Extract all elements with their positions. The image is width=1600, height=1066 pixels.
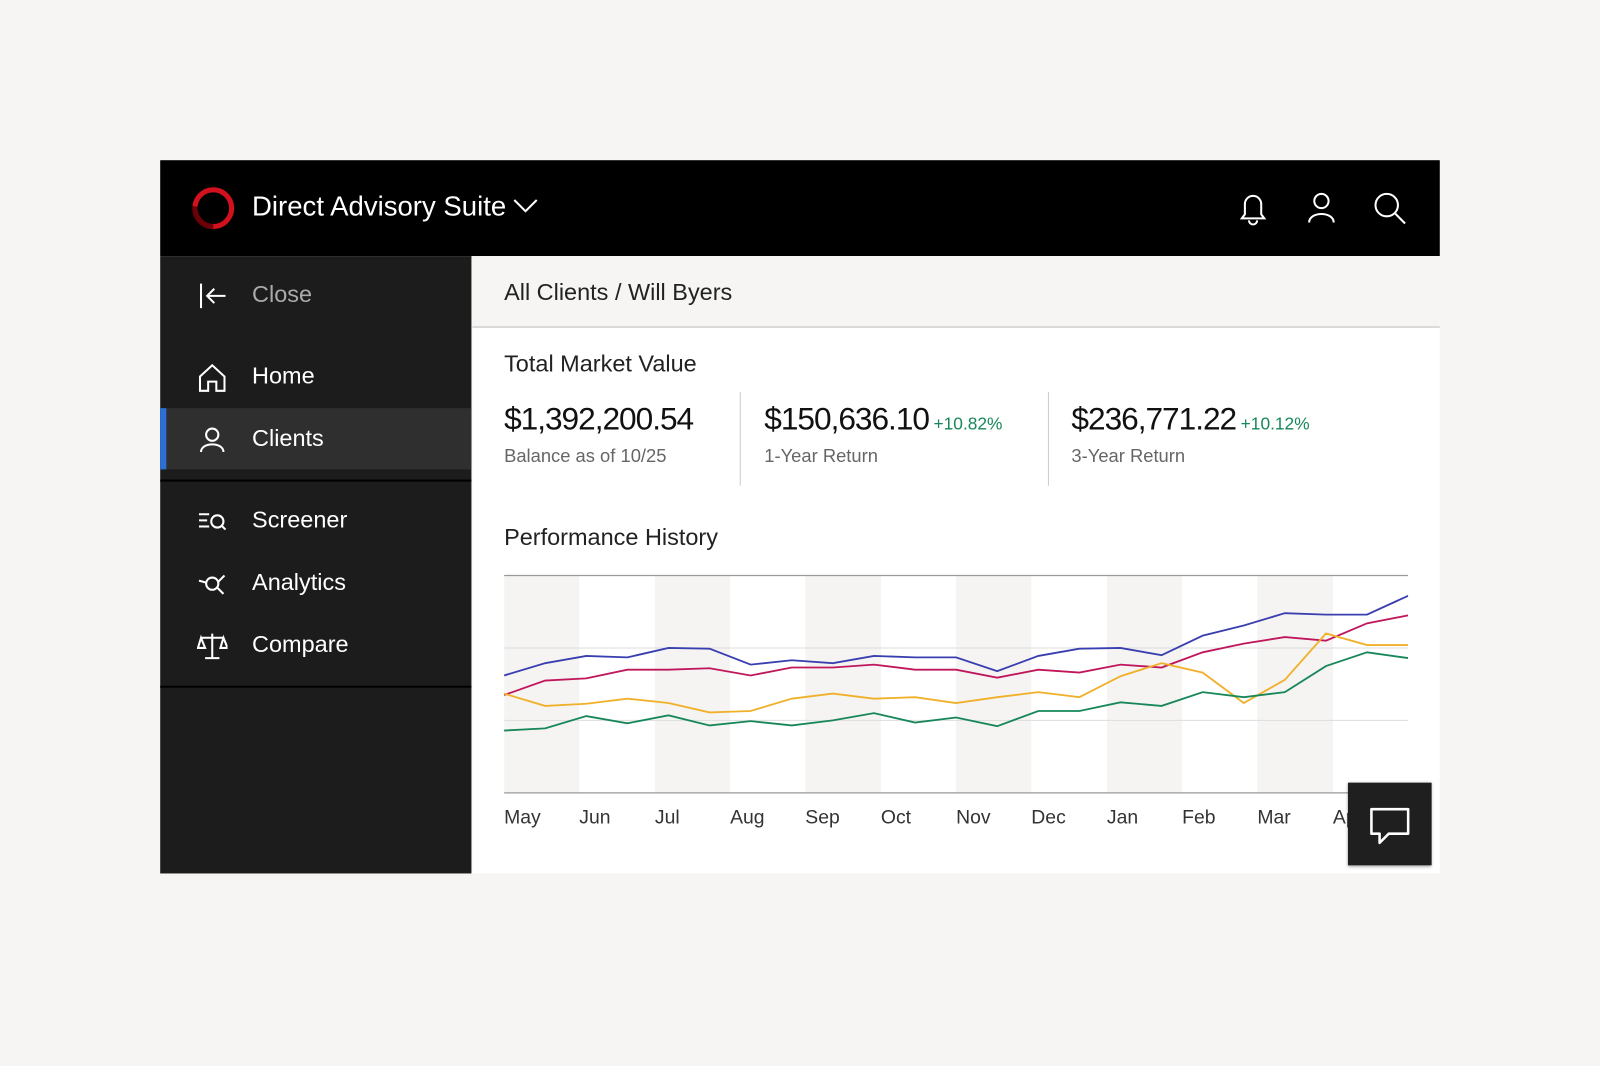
column-band: [805, 575, 881, 793]
clients-icon: [199, 427, 225, 453]
x-tick-label: Sep: [805, 806, 839, 828]
close-button[interactable]: Close: [160, 264, 471, 325]
content: All Clients / Will Byers Total Market Va…: [472, 256, 1440, 874]
separator: [160, 685, 472, 688]
x-tick-label: Nov: [956, 806, 991, 828]
x-tick-label: Aug: [730, 806, 764, 828]
metric-label: 3-Year Return: [1071, 445, 1186, 467]
chart: MayJunJulAugSepOctNovDecJanFebMarApr: [504, 574, 1409, 828]
column-band: [956, 575, 1032, 793]
breadcrumb[interactable]: All Clients / Will Byers: [504, 278, 733, 306]
x-tick-label: Jul: [655, 806, 680, 828]
divider: [1047, 391, 1049, 486]
user-icon[interactable]: [1303, 189, 1344, 230]
top-bar: Direct Advisory Suite: [160, 160, 1440, 257]
series-line: [504, 594, 1409, 677]
nav-compare[interactable]: Compare: [160, 614, 471, 675]
metric: $236,771.22 +10.12% 3-Year Return: [1071, 401, 1309, 467]
column-band: [504, 575, 580, 793]
nav-label: Compare: [252, 630, 349, 658]
metric-label: 1-Year Return: [764, 445, 878, 467]
chat-icon: [1370, 807, 1410, 845]
metric-value: $1,392,200.54: [504, 401, 694, 437]
dropdown-icon[interactable]: [511, 195, 542, 217]
nav-screener[interactable]: Screener: [160, 490, 471, 551]
x-tick-label: Mar: [1257, 806, 1291, 828]
section-title: Total Market Value: [504, 349, 697, 377]
home-icon: [198, 363, 226, 392]
analytics-icon: [198, 574, 226, 595]
screener-icon: [198, 513, 227, 531]
metric-value: $236,771.22: [1071, 401, 1237, 437]
series-line: [504, 651, 1409, 732]
metric-label: Balance as of 10/25: [504, 445, 667, 467]
nav-analytics[interactable]: Analytics: [160, 552, 471, 613]
column-band: [1257, 575, 1333, 793]
bell-icon[interactable]: [1234, 189, 1275, 230]
active-indicator: [160, 408, 167, 470]
series-line: [504, 614, 1409, 696]
app-title: Direct Advisory Suite: [252, 190, 507, 222]
chat-button[interactable]: [1347, 782, 1432, 866]
sidebar: Close Home Clients Screener Analytics Co…: [160, 256, 472, 874]
nav-label: Clients: [252, 424, 324, 452]
compare-icon: [196, 633, 228, 660]
chart-title: Performance History: [504, 523, 718, 550]
x-tick-label: Jun: [579, 806, 610, 828]
metric-change: +10.12%: [1240, 414, 1310, 434]
metric-change: +10.82%: [933, 414, 1003, 434]
breadcrumb-bar: All Clients / Will Byers: [472, 256, 1440, 328]
close-label: Close: [252, 280, 313, 308]
search-icon[interactable]: [1370, 189, 1411, 230]
metric: $150,636.10 +10.82% 1-Year Return: [764, 401, 1002, 467]
nav-label: Screener: [252, 506, 348, 533]
metric: $1,392,200.54 Balance as of 10/25: [504, 401, 694, 467]
nav-label: Home: [252, 362, 315, 389]
nav-clients[interactable]: Clients: [160, 408, 472, 470]
divider: [739, 391, 741, 486]
x-tick-label: Oct: [881, 806, 912, 828]
logo: [192, 187, 235, 230]
metric-value: $150,636.10: [764, 401, 930, 437]
x-tick-label: Dec: [1031, 806, 1066, 828]
column-band: [1106, 575, 1183, 793]
nav-label: Analytics: [252, 568, 346, 595]
x-tick-label: Feb: [1182, 806, 1215, 828]
x-tick-label: May: [504, 806, 541, 828]
nav-home[interactable]: Home: [160, 346, 471, 407]
separator: [160, 479, 472, 482]
column-band: [654, 575, 731, 793]
close-icon: [199, 283, 226, 309]
x-tick-label: Jan: [1107, 806, 1138, 828]
